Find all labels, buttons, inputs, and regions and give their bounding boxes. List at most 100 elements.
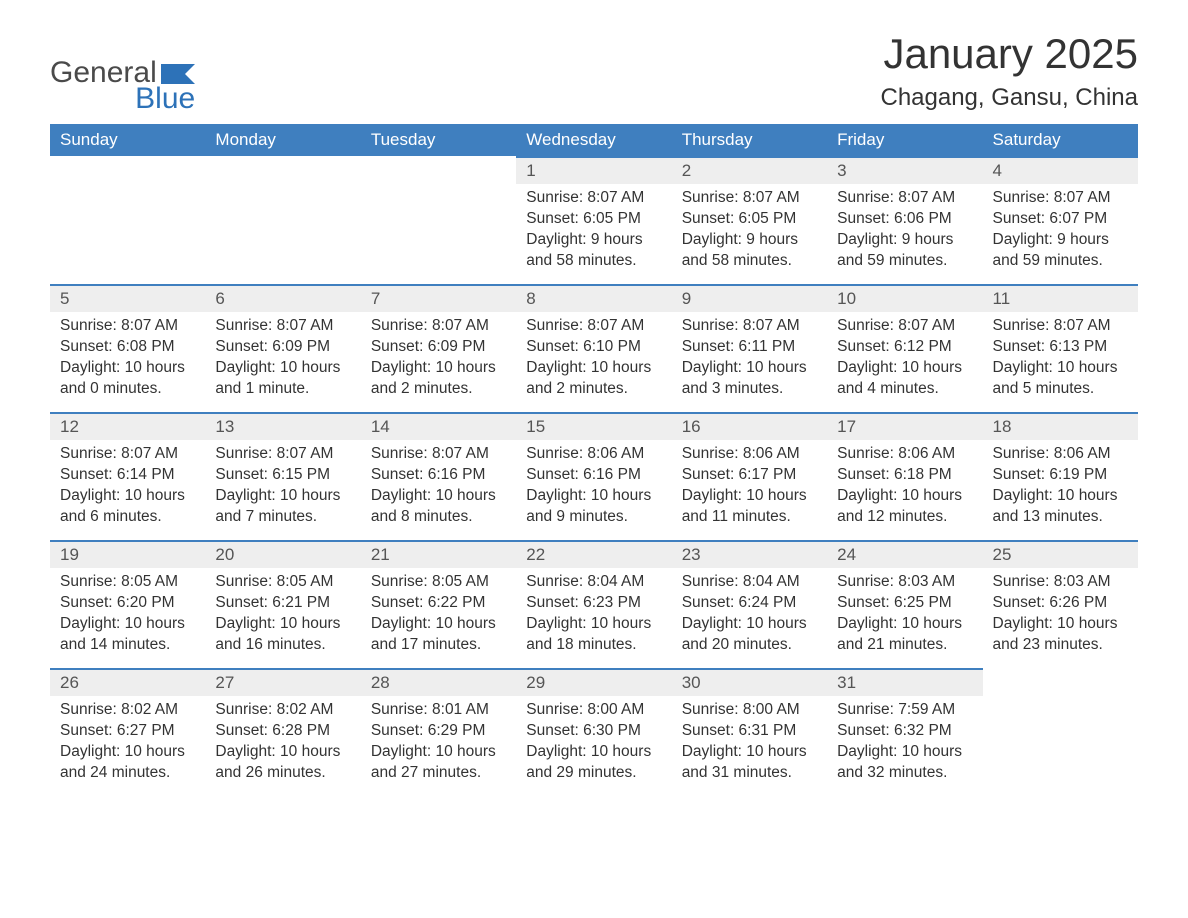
calendar-cell: 13Sunrise: 8:07 AMSunset: 6:15 PMDayligh… [205,412,360,540]
calendar-cell: 22Sunrise: 8:04 AMSunset: 6:23 PMDayligh… [516,540,671,668]
calendar-cell: 12Sunrise: 8:07 AMSunset: 6:14 PMDayligh… [50,412,205,540]
calendar-cell: 26Sunrise: 8:02 AMSunset: 6:27 PMDayligh… [50,668,205,796]
calendar-cell: 10Sunrise: 8:07 AMSunset: 6:12 PMDayligh… [827,284,982,412]
sunrise-line: Sunrise: 8:06 AM [837,444,972,465]
calendar-cell: 4Sunrise: 8:07 AMSunset: 6:07 PMDaylight… [983,156,1138,284]
daylight-line: Daylight: 10 hours and 20 minutes. [682,614,817,656]
daylight-line: Daylight: 10 hours and 1 minute. [215,358,350,400]
sunset-line: Sunset: 6:08 PM [60,337,195,358]
month-title: January 2025 [880,30,1138,78]
sunrise-line: Sunrise: 8:07 AM [837,188,972,209]
sunrise-line: Sunrise: 8:07 AM [371,444,506,465]
sunset-line: Sunset: 6:10 PM [526,337,661,358]
calendar-cell: 1Sunrise: 8:07 AMSunset: 6:05 PMDaylight… [516,156,671,284]
sunrise-line: Sunrise: 8:07 AM [526,316,661,337]
sunrise-line: Sunrise: 8:02 AM [215,700,350,721]
sunset-line: Sunset: 6:20 PM [60,593,195,614]
daylight-line: Daylight: 10 hours and 26 minutes. [215,742,350,784]
sunrise-line: Sunrise: 8:07 AM [682,188,817,209]
sunset-line: Sunset: 6:07 PM [993,209,1128,230]
day-details: Sunrise: 8:07 AMSunset: 6:09 PMDaylight:… [361,312,516,406]
day-number: 13 [205,412,360,440]
weekday-header: Monday [205,124,360,156]
calendar-row: 26Sunrise: 8:02 AMSunset: 6:27 PMDayligh… [50,668,1138,796]
sunrise-line: Sunrise: 8:04 AM [682,572,817,593]
sunset-line: Sunset: 6:16 PM [371,465,506,486]
sunset-line: Sunset: 6:14 PM [60,465,195,486]
sunrise-line: Sunrise: 8:07 AM [993,188,1128,209]
calendar-cell [50,156,205,284]
daylight-line: Daylight: 10 hours and 12 minutes. [837,486,972,528]
sunset-line: Sunset: 6:31 PM [682,721,817,742]
day-details: Sunrise: 8:07 AMSunset: 6:05 PMDaylight:… [516,184,671,278]
calendar-cell: 2Sunrise: 8:07 AMSunset: 6:05 PMDaylight… [672,156,827,284]
day-details: Sunrise: 8:07 AMSunset: 6:11 PMDaylight:… [672,312,827,406]
calendar-cell: 6Sunrise: 8:07 AMSunset: 6:09 PMDaylight… [205,284,360,412]
sunset-line: Sunset: 6:09 PM [371,337,506,358]
day-number: 5 [50,284,205,312]
sunset-line: Sunset: 6:05 PM [682,209,817,230]
sunrise-line: Sunrise: 8:06 AM [993,444,1128,465]
day-number: 21 [361,540,516,568]
sunrise-line: Sunrise: 8:02 AM [60,700,195,721]
sunrise-line: Sunrise: 8:03 AM [993,572,1128,593]
sunset-line: Sunset: 6:21 PM [215,593,350,614]
daylight-line: Daylight: 10 hours and 21 minutes. [837,614,972,656]
calendar-cell: 3Sunrise: 8:07 AMSunset: 6:06 PMDaylight… [827,156,982,284]
daylight-line: Daylight: 10 hours and 2 minutes. [371,358,506,400]
day-number: 29 [516,668,671,696]
day-number: 22 [516,540,671,568]
calendar-cell: 31Sunrise: 7:59 AMSunset: 6:32 PMDayligh… [827,668,982,796]
logo-word-blue: Blue [135,82,195,115]
day-number: 27 [205,668,360,696]
day-number: 7 [361,284,516,312]
sunset-line: Sunset: 6:29 PM [371,721,506,742]
day-number: 25 [983,540,1138,568]
sunset-line: Sunset: 6:11 PM [682,337,817,358]
day-number: 18 [983,412,1138,440]
daylight-line: Daylight: 10 hours and 23 minutes. [993,614,1128,656]
day-details: Sunrise: 8:07 AMSunset: 6:15 PMDaylight:… [205,440,360,534]
sunset-line: Sunset: 6:32 PM [837,721,972,742]
calendar-cell [205,156,360,284]
sunset-line: Sunset: 6:05 PM [526,209,661,230]
calendar-cell: 23Sunrise: 8:04 AMSunset: 6:24 PMDayligh… [672,540,827,668]
day-number: 23 [672,540,827,568]
daylight-line: Daylight: 10 hours and 18 minutes. [526,614,661,656]
sunset-line: Sunset: 6:15 PM [215,465,350,486]
calendar-cell: 27Sunrise: 8:02 AMSunset: 6:28 PMDayligh… [205,668,360,796]
calendar-cell: 5Sunrise: 8:07 AMSunset: 6:08 PMDaylight… [50,284,205,412]
sunrise-line: Sunrise: 8:06 AM [682,444,817,465]
daylight-line: Daylight: 10 hours and 29 minutes. [526,742,661,784]
sunset-line: Sunset: 6:12 PM [837,337,972,358]
calendar-row: 5Sunrise: 8:07 AMSunset: 6:08 PMDaylight… [50,284,1138,412]
sunrise-line: Sunrise: 8:01 AM [371,700,506,721]
day-number: 28 [361,668,516,696]
sunset-line: Sunset: 6:19 PM [993,465,1128,486]
day-number: 8 [516,284,671,312]
day-details: Sunrise: 8:06 AMSunset: 6:17 PMDaylight:… [672,440,827,534]
daylight-line: Daylight: 10 hours and 0 minutes. [60,358,195,400]
day-details: Sunrise: 8:05 AMSunset: 6:21 PMDaylight:… [205,568,360,662]
sunset-line: Sunset: 6:26 PM [993,593,1128,614]
calendar-cell: 16Sunrise: 8:06 AMSunset: 6:17 PMDayligh… [672,412,827,540]
calendar-cell [983,668,1138,796]
calendar-row: 19Sunrise: 8:05 AMSunset: 6:20 PMDayligh… [50,540,1138,668]
day-number: 31 [827,668,982,696]
weekday-header: Wednesday [516,124,671,156]
daylight-line: Daylight: 10 hours and 7 minutes. [215,486,350,528]
calendar-cell: 29Sunrise: 8:00 AMSunset: 6:30 PMDayligh… [516,668,671,796]
day-details: Sunrise: 8:04 AMSunset: 6:24 PMDaylight:… [672,568,827,662]
sunrise-line: Sunrise: 8:05 AM [215,572,350,593]
calendar-body: 1Sunrise: 8:07 AMSunset: 6:05 PMDaylight… [50,156,1138,796]
day-number: 15 [516,412,671,440]
daylight-line: Daylight: 10 hours and 31 minutes. [682,742,817,784]
sunset-line: Sunset: 6:17 PM [682,465,817,486]
calendar-cell: 20Sunrise: 8:05 AMSunset: 6:21 PMDayligh… [205,540,360,668]
calendar-cell: 15Sunrise: 8:06 AMSunset: 6:16 PMDayligh… [516,412,671,540]
day-details: Sunrise: 8:07 AMSunset: 6:07 PMDaylight:… [983,184,1138,278]
sunset-line: Sunset: 6:09 PM [215,337,350,358]
logo-flag-icon [161,64,195,84]
day-details: Sunrise: 8:01 AMSunset: 6:29 PMDaylight:… [361,696,516,790]
day-number: 17 [827,412,982,440]
